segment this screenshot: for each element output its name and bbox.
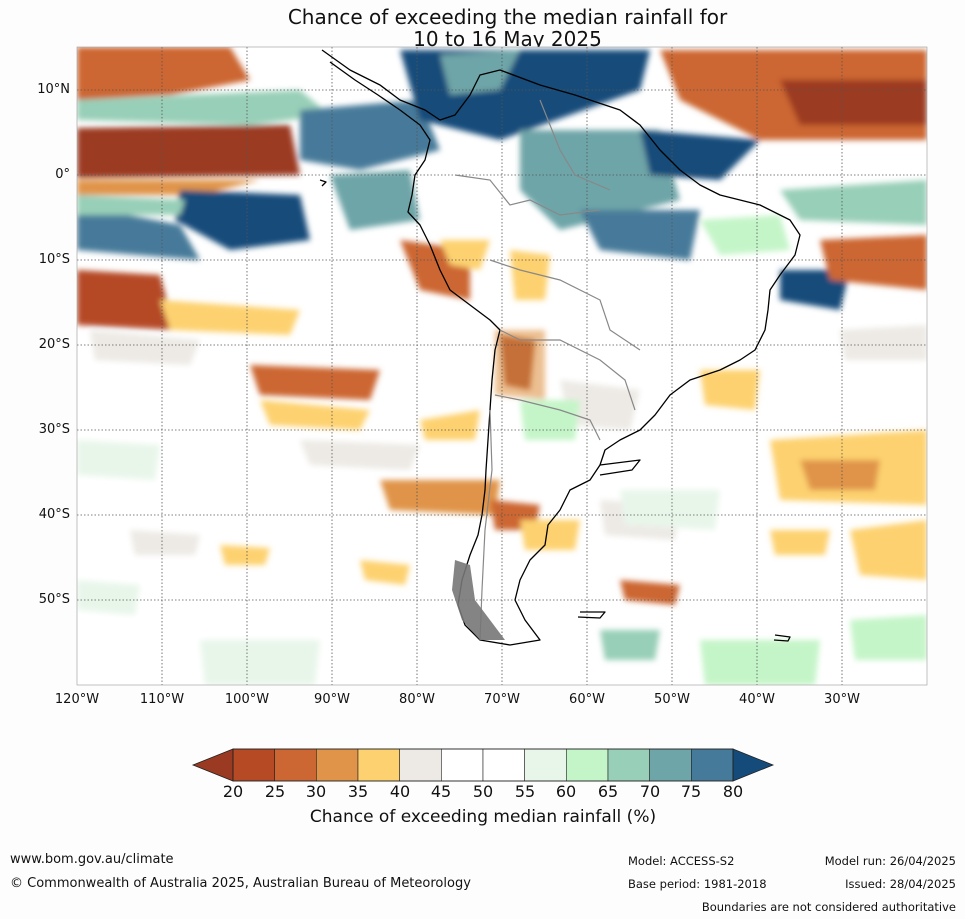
colorbar-cells: [232, 748, 734, 782]
colorbar-cell: [482, 748, 525, 782]
footer-issued: Issued: 28/04/2025: [845, 877, 956, 891]
lon-label-120w: 120°W: [54, 692, 100, 707]
lon-label-80w: 80°W: [399, 692, 435, 707]
colorbar-tick-label: 65: [597, 782, 619, 801]
footer-base-period: Base period: 1981-2018: [628, 877, 767, 891]
map-title-line-1: Chance of exceeding the median rainfall …: [287, 5, 728, 29]
colorbar-cell: [441, 748, 484, 782]
lon-label-60w: 60°W: [569, 692, 605, 707]
lon-label-40w: 40°W: [739, 692, 775, 707]
colorbar-tick-label: 45: [430, 782, 452, 801]
colorbar-tick-label: 30: [305, 782, 327, 801]
country-borders: [454, 99, 641, 641]
lat-label-0: 0°: [55, 167, 70, 182]
colorbar-tick-label: 20: [222, 782, 244, 801]
colorbar-cell: [399, 748, 442, 782]
colorbar-cell: [274, 748, 317, 782]
lat-label-50s: 50°S: [38, 592, 70, 607]
map-area: [77, 47, 927, 685]
colorbar-cell: [566, 748, 609, 782]
map-frame: [76, 46, 928, 686]
lat-label-10s: 10°S: [38, 252, 70, 267]
coastlines: [319, 49, 801, 646]
footer-model: Model: ACCESS-S2: [628, 854, 735, 868]
footer-model-run: Model run: 26/04/2025: [824, 854, 956, 868]
colorbar-min-arrow: [191, 748, 234, 782]
colorbar-cell: [316, 748, 359, 782]
lat-label-30s: 30°S: [38, 422, 70, 437]
lon-label-100w: 100°W: [224, 692, 270, 707]
lat-label-10n: 10°N: [37, 82, 70, 97]
footer-disclaimer: Boundaries are not considered authoritat…: [701, 900, 956, 914]
colorbar-frame: [232, 748, 734, 782]
colorbar-tick-label: 55: [514, 782, 536, 801]
colorbar-cell: [524, 748, 567, 782]
lon-label-50w: 50°W: [654, 692, 690, 707]
lon-label-90w: 90°W: [314, 692, 350, 707]
footer-copyright: © Commonwealth of Australia 2025, Austra…: [10, 876, 471, 891]
chile-islands: [452, 560, 505, 640]
colorbar-tick-label: 40: [389, 782, 411, 801]
colorbar-cell: [691, 748, 734, 782]
colorbar-tick-label: 25: [264, 782, 286, 801]
footer-url[interactable]: www.bom.gov.au/climate: [10, 852, 174, 867]
colorbar-tick-label: 35: [347, 782, 369, 801]
colorbar-cell: [232, 748, 275, 782]
colorbar-cell: [607, 748, 650, 782]
colorbar-tick-label: 50: [472, 782, 494, 801]
colorbar-tick-label: 75: [680, 782, 702, 801]
lon-label-70w: 70°W: [484, 692, 520, 707]
lat-label-20s: 20°S: [38, 337, 70, 352]
colorbar-cell: [649, 748, 692, 782]
colorbar-max-arrow: [732, 748, 775, 782]
colorbar: [191, 748, 775, 782]
colorbar-tick-label: 70: [639, 782, 661, 801]
lon-label-110w: 110°W: [139, 692, 185, 707]
colorbar-tick-label: 80: [722, 782, 744, 801]
colorbar-cell: [357, 748, 400, 782]
colorbar-tick-label: 60: [555, 782, 577, 801]
rainfall-field: [77, 47, 927, 685]
lat-label-40s: 40°S: [38, 507, 70, 522]
map-gridlines: [77, 47, 927, 685]
colorbar-label: Chance of exceeding median rainfall (%): [309, 807, 657, 827]
lon-label-30w: 30°W: [824, 692, 860, 707]
